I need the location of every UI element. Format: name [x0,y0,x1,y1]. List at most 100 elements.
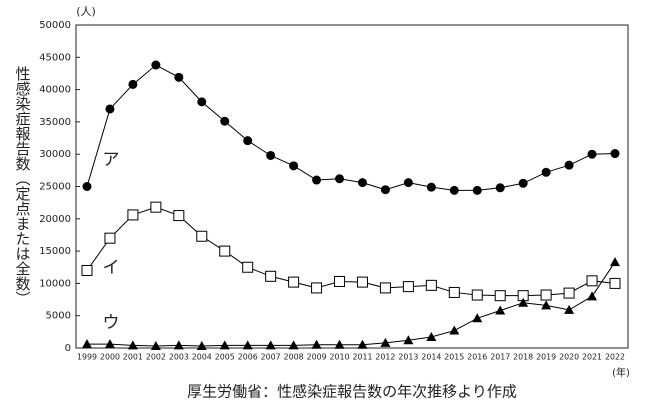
marker [564,160,574,170]
marker [610,149,620,159]
marker [495,305,506,315]
x-tick-label: 2000 [100,353,120,362]
x-tick-label: 2021 [582,353,602,362]
marker [541,300,552,310]
marker [242,340,253,350]
marker [104,232,116,244]
y-tick-label: 45000 [39,52,71,63]
marker [610,257,620,267]
x-tick-label: 2017 [490,353,510,362]
y-tick-label: 5000 [46,311,71,322]
marker [288,276,300,288]
marker [380,337,391,347]
marker [151,60,161,70]
marker [82,182,92,191]
x-tick-label: 2013 [398,353,418,362]
marker [335,174,345,184]
series-line [87,261,616,347]
marker [82,339,92,349]
series-label: ア [103,150,120,170]
y-tick-label: 35000 [39,117,71,128]
series-line [86,64,616,191]
x-tick-label: 2004 [192,353,212,362]
y-tick-label: 10000 [39,278,71,289]
y-axis-title: 性感染症報告数（定点または全数） [14,66,32,306]
marker [174,72,184,82]
marker [334,275,346,287]
marker [425,279,437,291]
marker [289,161,299,171]
marker [449,185,459,195]
marker [540,289,552,301]
x-tick-label: 2016 [467,353,487,362]
marker [127,209,139,221]
series-label: イ [103,258,120,278]
marker [448,286,460,298]
marker [379,282,391,294]
marker [472,313,483,323]
y-unit: (人) [76,5,96,18]
marker [196,341,207,351]
marker [563,287,575,299]
marker [357,178,367,188]
series-line [86,206,616,297]
marker [265,270,277,282]
y-tick-label: 25000 [39,182,71,193]
marker [265,340,276,350]
marker [150,341,161,351]
x-tick-label: 2006 [238,353,258,362]
marker [380,185,390,195]
x-tick-label: 2022 [605,353,625,362]
marker [173,210,185,222]
marker [403,335,414,345]
marker [173,340,184,350]
series-label: ウ [103,313,120,333]
marker [518,178,528,188]
x-tick-label: 2007 [261,353,281,362]
x-tick-label: 2002 [146,353,166,362]
marker [197,97,207,107]
marker [495,183,505,193]
y-tick-label: 30000 [39,149,71,160]
x-tick-label: 2010 [330,353,350,362]
marker [266,150,276,160]
x-unit: (年) [612,366,630,379]
x-tick-label: 2011 [352,353,372,362]
x-tick-label: 2015 [444,353,464,362]
marker [518,297,529,307]
marker [196,230,208,242]
y-tick-label: 50000 [39,20,71,31]
marker [449,325,460,335]
marker [220,116,230,126]
marker [426,332,437,342]
x-tick-label: 2014 [421,353,441,362]
marker [288,340,299,350]
marker [357,339,368,349]
x-tick-label: 2020 [559,353,579,362]
x-tick-label: 2005 [215,353,235,362]
y-tick-label: 0 [65,343,71,354]
x-tick-label: 1999 [77,353,97,362]
marker [150,201,162,213]
marker [104,339,115,349]
marker [471,289,483,301]
y-tick-label: 15000 [39,246,71,257]
marker [403,178,413,188]
marker [311,282,323,294]
marker [541,167,551,177]
marker [105,104,115,114]
marker [402,281,414,293]
marker [587,291,598,301]
x-tick-label: 2009 [307,353,327,362]
marker [472,185,482,195]
marker [81,264,93,276]
marker [242,261,254,273]
marker [586,275,598,287]
marker [243,136,253,146]
marker [564,304,575,314]
marker [494,290,506,302]
marker [426,182,436,192]
y-tick-label: 20000 [39,214,71,225]
x-tick-label: 2019 [536,353,556,362]
